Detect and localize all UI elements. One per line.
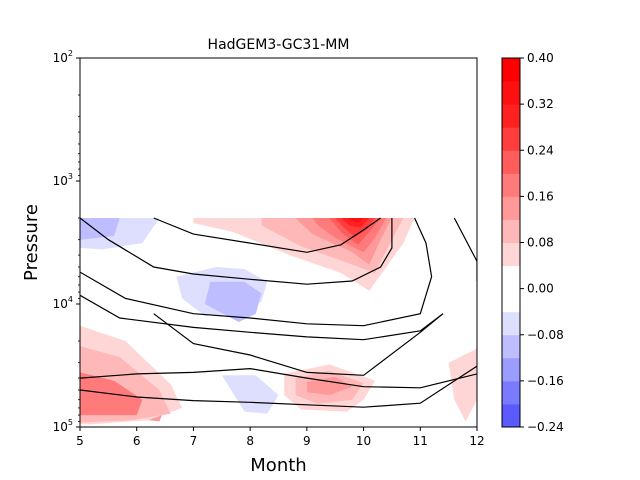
colorbar-tick-label: 0.24 [527, 143, 554, 157]
colorbar-band [502, 311, 520, 336]
colorbar-band [502, 196, 520, 220]
colorbar-band [502, 380, 520, 405]
contour-line-3 [80, 294, 444, 341]
y-axis: 102 103 104 105 [53, 49, 80, 434]
filled-region-15 [204, 281, 262, 322]
contour-line-1 [80, 217, 433, 327]
x-tick-label-11: 11 [413, 434, 428, 448]
filled-region-6 [221, 375, 279, 414]
filled-region-24 [346, 218, 364, 224]
colorbar-tick-label: 0.00 [527, 282, 554, 296]
colorbar-band [502, 173, 520, 197]
colorbar-band [502, 58, 520, 82]
x-axis-label: Month [250, 455, 306, 476]
colorbar-tick-label: 0.40 [527, 51, 554, 65]
x-tick-label-5: 5 [76, 434, 84, 448]
colorbar-tick-label: −0.24 [527, 420, 564, 434]
y-tick-label-1000: 103 [53, 172, 73, 188]
colorbar-tick-label: 0.08 [527, 236, 554, 250]
colorbar-band [502, 150, 520, 174]
contour-line-7 [80, 367, 477, 389]
colorbar-band [502, 288, 520, 313]
colorbar-band [502, 81, 520, 105]
filled-region-23 [340, 218, 370, 228]
filled-contours [80, 218, 477, 425]
filled-region-10 [448, 348, 477, 422]
colorbar: −0.24 −0.16 −0.08 0.00 0.08 0.16 0.24 0.32 0.40 [501, 51, 564, 434]
x-axis: 5 6 7 8 9 10 11 12 [76, 427, 485, 448]
contour-line-4 [153, 217, 381, 253]
contour-line-6 [453, 217, 477, 281]
contour-lines [80, 217, 477, 408]
colorbar-tick-label: 0.16 [527, 189, 554, 203]
filled-region-14 [80, 218, 120, 240]
y-tick-label-100000: 105 [53, 418, 73, 434]
y-tick-label-100: 102 [53, 49, 73, 65]
colorbar-band [502, 357, 520, 382]
colorbar-band [502, 265, 520, 290]
x-tick-label-10: 10 [356, 434, 371, 448]
contour-line-2 [80, 217, 393, 285]
y-tick-label-10000: 104 [53, 295, 73, 311]
colorbar-band [502, 219, 520, 243]
colorbar-tick-label: −0.08 [527, 328, 564, 342]
x-tick-label-8: 8 [246, 434, 254, 448]
filled-region-9 [306, 376, 353, 396]
colorbar-band [502, 104, 520, 128]
colorbar-tick-label: −0.16 [527, 374, 564, 388]
colorbar-band [502, 242, 520, 267]
y-axis-label: Pressure [21, 204, 42, 281]
x-tick-label-6: 6 [133, 434, 141, 448]
colorbar-band [502, 334, 520, 359]
colorbar-tick-label: 0.32 [527, 97, 554, 111]
contour-line-8 [80, 365, 477, 408]
contour-line-5 [153, 313, 444, 376]
plot-area [79, 57, 478, 428]
x-tick-label-12: 12 [469, 434, 484, 448]
plot-frame [79, 57, 478, 428]
chart-title: HadGEM3-GC31-MM [208, 37, 350, 53]
x-tick-label-9: 9 [303, 434, 311, 448]
colorbar-band [502, 403, 520, 428]
colorbar-band [502, 127, 520, 151]
x-tick-label-7: 7 [190, 434, 198, 448]
